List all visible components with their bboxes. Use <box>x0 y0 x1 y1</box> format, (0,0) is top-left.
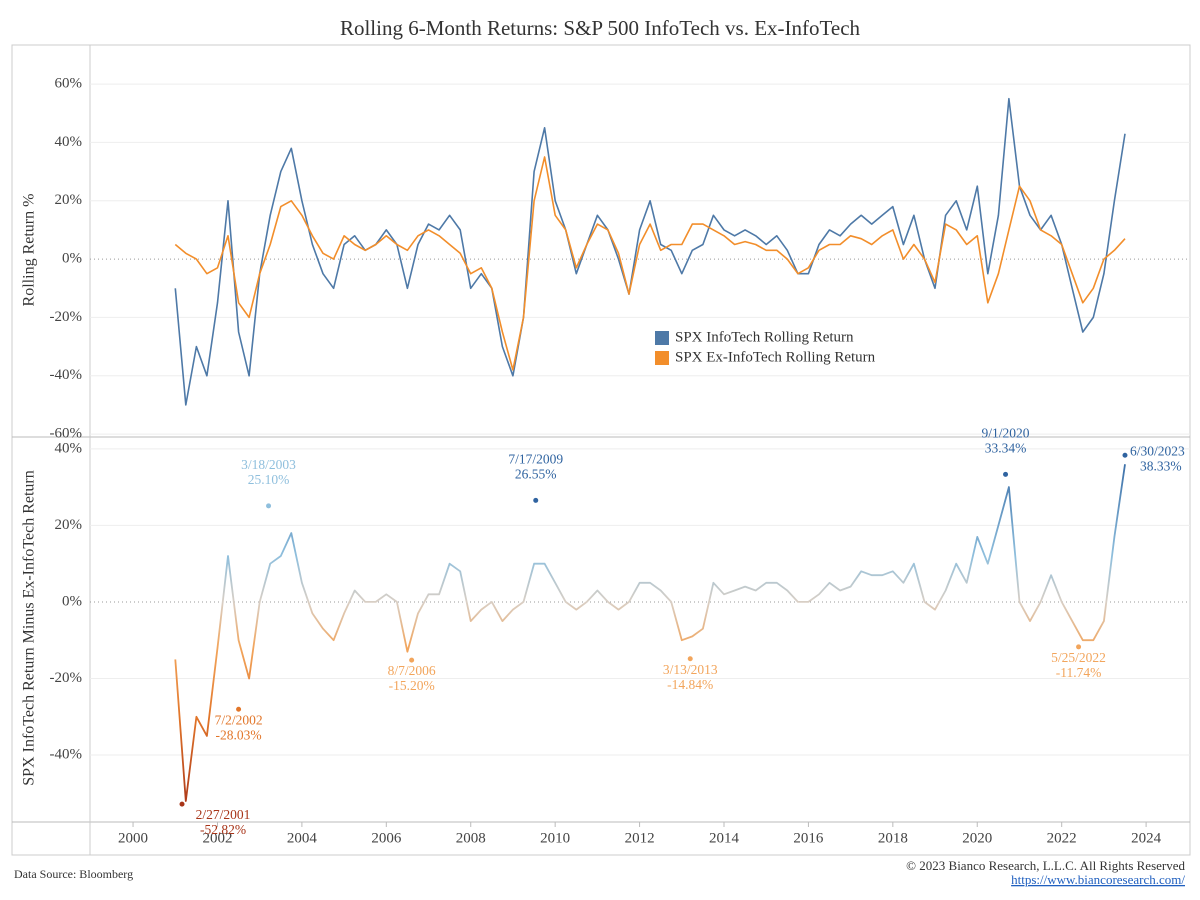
annotation-dot <box>1076 644 1082 650</box>
annotation-value: 26.55% <box>515 466 557 481</box>
annotation-value: 33.34% <box>985 440 1027 455</box>
line-series <box>174 156 1126 371</box>
x-tick-label: 2004 <box>287 830 318 846</box>
annotation-date: 2/27/2001 <box>196 807 251 822</box>
line-series <box>174 97 1126 406</box>
annotation-value: -11.74% <box>1056 665 1102 680</box>
annotation-dot <box>409 657 415 663</box>
x-tick-label: 2018 <box>878 830 908 846</box>
annotation-value: 25.10% <box>248 472 290 487</box>
annotation-date: 3/18/2003 <box>241 457 296 472</box>
frame <box>11 44 1191 856</box>
x-tick-label: 2008 <box>456 830 486 846</box>
x-tick-label: 2020 <box>962 830 992 846</box>
annotation-value: -15.20% <box>389 678 435 693</box>
x-tick-label: 2016 <box>793 830 824 846</box>
annotation-value: -52.82% <box>200 822 246 837</box>
annotation-dot <box>533 497 539 503</box>
annotation-date: 5/25/2022 <box>1051 650 1106 665</box>
y-tick-label: -40% <box>50 367 83 383</box>
x-tick-label: 2014 <box>709 830 740 846</box>
legend-label: SPX Ex-InfoTech Rolling Return <box>675 349 876 365</box>
x-tick-label: 2002 <box>202 830 232 846</box>
annotation-value: 38.33% <box>1140 458 1182 473</box>
annotation-dot <box>1122 452 1128 458</box>
annotation-dot <box>179 801 185 807</box>
legend-label: SPX InfoTech Rolling Return <box>675 329 854 345</box>
annotation-dot <box>266 503 272 509</box>
y-tick-label: 20% <box>55 517 83 533</box>
annotation-value: -14.84% <box>667 677 713 692</box>
y-tick-label: 0% <box>62 593 82 609</box>
y-tick-label: -20% <box>50 670 83 686</box>
annotation-date: 7/2/2002 <box>215 712 263 727</box>
y-axis-title: Rolling Return % <box>21 194 38 307</box>
y-tick-label: -60% <box>50 426 83 442</box>
y-tick-label: 0% <box>62 251 82 267</box>
y-tick-label: 60% <box>55 76 83 92</box>
difference-line <box>174 464 1126 802</box>
x-tick-label: 2010 <box>540 830 570 846</box>
chart-title: Rolling 6-Month Returns: S&P 500 InfoTec… <box>340 16 861 40</box>
annotation-value: -28.03% <box>216 727 262 742</box>
annotation-date: 7/17/2009 <box>508 451 563 466</box>
x-tick-label: 2000 <box>118 830 148 846</box>
y-axis-title: SPX InfoTech Return Minus Ex-InfoTech Re… <box>21 470 38 785</box>
legend-swatch <box>655 331 669 345</box>
source-note: Data Source: Bloomberg <box>14 867 133 881</box>
x-tick-label: 2022 <box>1047 830 1077 846</box>
y-tick-label: 40% <box>55 134 83 150</box>
x-tick-label: 2006 <box>371 830 402 846</box>
website-link[interactable]: https://www.biancoresearch.com/ <box>1011 872 1185 887</box>
annotation-dot <box>687 656 693 662</box>
copyright: © 2023 Bianco Research, L.L.C. All Right… <box>906 858 1185 873</box>
y-tick-label: 40% <box>55 440 83 456</box>
annotation-dot <box>1003 471 1009 477</box>
annotation-date: 3/13/2013 <box>663 662 718 677</box>
y-tick-label: -40% <box>50 746 83 762</box>
x-tick-label: 2012 <box>625 830 655 846</box>
annotation-date: 6/30/2023 <box>1130 443 1185 458</box>
y-tick-label: 20% <box>55 192 83 208</box>
annotation-date: 9/1/2020 <box>982 425 1030 440</box>
annotation-dot <box>236 706 242 712</box>
legend-swatch <box>655 351 669 365</box>
y-tick-label: -20% <box>50 309 83 325</box>
x-tick-label: 2024 <box>1131 830 1162 846</box>
annotation-date: 8/7/2006 <box>388 663 436 678</box>
